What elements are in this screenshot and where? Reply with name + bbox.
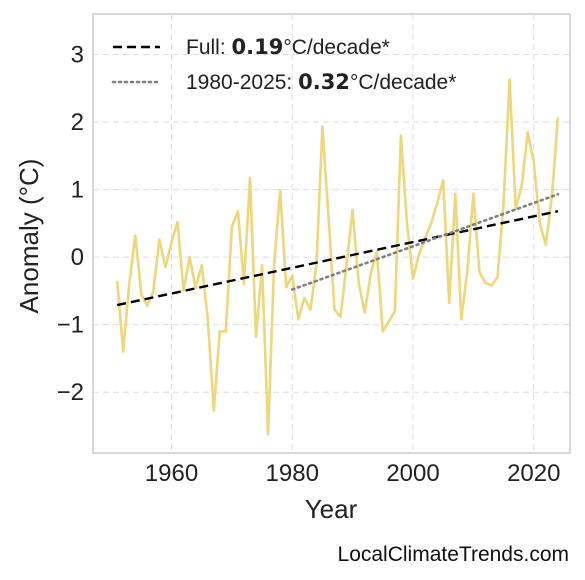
x-axis-ticks: 1960 1980 2000 2020 bbox=[145, 460, 561, 487]
legend-entry-full: Full: 0.19°C/decade* bbox=[186, 35, 390, 59]
y-tick-label: 0 bbox=[71, 244, 84, 271]
x-tick-label: 2000 bbox=[386, 460, 439, 487]
x-axis-label: Year bbox=[305, 494, 358, 524]
y-tick-label: 2 bbox=[71, 109, 84, 136]
grid bbox=[93, 14, 570, 453]
y-axis-ticks: −2 −1 0 1 2 3 bbox=[57, 42, 84, 407]
x-tick-label: 2020 bbox=[507, 460, 560, 487]
plot-area bbox=[92, 13, 571, 454]
watermark: LocalClimateTrends.com bbox=[338, 543, 569, 566]
trend-line-full bbox=[116, 210, 559, 307]
y-tick-label: −2 bbox=[57, 379, 84, 406]
y-axis-label: Anomaly (°C) bbox=[14, 159, 44, 314]
legend-entry-recent: 1980-2025: 0.32°C/decade* bbox=[186, 70, 456, 94]
anomaly-series-line bbox=[115, 78, 560, 436]
trend-line-recent bbox=[290, 193, 560, 291]
y-tick-label: −1 bbox=[57, 312, 84, 339]
trend-lines bbox=[116, 193, 560, 307]
y-tick-label: 1 bbox=[71, 177, 84, 204]
x-tick-label: 1960 bbox=[145, 460, 198, 487]
legend: Full: 0.19°C/decade* 1980-2025: 0.32°C/d… bbox=[111, 35, 456, 94]
data-series bbox=[115, 78, 560, 436]
y-tick-label: 3 bbox=[71, 42, 84, 69]
x-tick-label: 1980 bbox=[266, 460, 319, 487]
